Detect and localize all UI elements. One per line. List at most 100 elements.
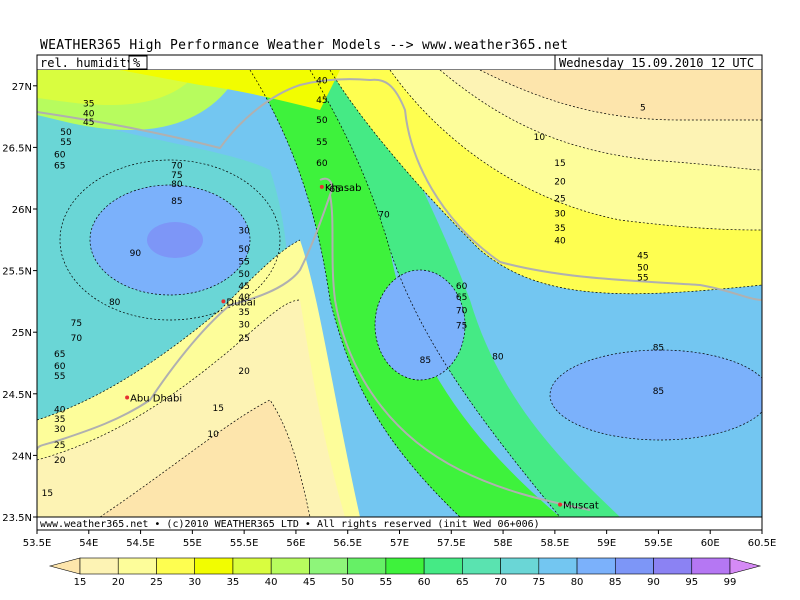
contour-value-label: 40 — [238, 293, 250, 303]
banner-title: WEATHER365 High Performance Weather Mode… — [40, 38, 569, 53]
contour-value-label: 5 — [640, 103, 646, 113]
legend-label: 99 — [724, 577, 737, 588]
city-label: Dubai — [226, 297, 255, 308]
legend-label: 80 — [571, 577, 584, 588]
city-markers: Khasab Dubai Abu Dhabi Muscat — [125, 183, 599, 512]
contour-value-label: 30 — [54, 425, 66, 435]
y-tick-label: 23.5N — [2, 513, 32, 524]
legend-label: 25 — [150, 577, 163, 588]
contour-value-label: 30 — [554, 209, 566, 219]
contour-value-label: 45 — [238, 282, 249, 292]
contour-value-label: 80 — [109, 298, 121, 308]
contour-value-label: 10 — [534, 133, 546, 143]
x-tick-label: 59E — [597, 538, 616, 549]
contour-value-label: 15 — [554, 159, 565, 169]
x-tick-label: 60.5E — [748, 538, 777, 549]
contour-value-label: 85 — [653, 387, 664, 397]
contour-value-label: 85 — [653, 344, 664, 354]
legend-swatch — [79, 557, 119, 575]
contour-value-label: 60 — [54, 150, 66, 160]
contour-value-label: 35 — [554, 224, 565, 234]
legend-label: 50 — [341, 577, 354, 588]
legend-swatch — [270, 557, 310, 575]
contour-value-label: 75 — [71, 319, 82, 329]
unit-box — [128, 55, 148, 70]
contour-value-label: 20 — [554, 177, 566, 187]
x-tick-label: 56E — [286, 538, 305, 549]
x-tick-label: 55.5E — [230, 538, 259, 549]
legend-swatch — [462, 557, 501, 575]
legend-swatch — [232, 557, 272, 575]
city-dot — [319, 184, 324, 189]
contour-value-label: 60 — [456, 282, 468, 292]
contour-value-label: 30 — [238, 320, 250, 330]
legend-swatch — [117, 557, 157, 575]
x-tick-label: 53.5E — [23, 538, 52, 549]
y-tick-label: 26N — [12, 205, 32, 216]
city-label: Muscat — [563, 501, 599, 512]
legend-swatch — [347, 557, 387, 575]
legend-swatch — [538, 557, 578, 575]
contour-value-label: 55 — [637, 273, 648, 283]
contour-value-label: 70 — [71, 334, 83, 344]
x-tick-label: 54.5E — [126, 538, 155, 549]
y-tick-label: 25N — [12, 328, 32, 339]
contour-value-label: 65 — [456, 293, 467, 303]
contour-value-label: 15 — [213, 404, 224, 414]
contour-value-label: 60 — [54, 362, 66, 372]
legend-label: 70 — [494, 577, 507, 588]
contour-value-label: 50 — [316, 116, 328, 126]
x-tick-label: 58E — [494, 538, 513, 549]
contour-value-label: 80 — [171, 180, 183, 190]
x-tick-label: 54E — [79, 538, 98, 549]
y-tick-label: 26.5N — [2, 143, 32, 154]
contour-value-label: 65 — [54, 350, 65, 360]
x-tick-label: 56.5E — [333, 538, 362, 549]
contour-value-label: 35 — [54, 415, 65, 425]
contour-value-label: 35 — [238, 308, 249, 318]
contour-lines — [37, 69, 762, 517]
contour-value-label: 70 — [378, 211, 390, 221]
valid-datetime: Wednesday 15.09.2010 12 UTC — [559, 56, 754, 70]
contour-value-label: 75 — [171, 171, 182, 181]
city-dot — [221, 299, 226, 304]
contour-value-label: 85 — [420, 356, 431, 366]
contour-value-label: 40 — [83, 110, 95, 120]
legend-swatch — [423, 557, 463, 575]
contour-value-label: 15 — [42, 489, 53, 499]
legend-label: 55 — [380, 577, 393, 588]
contour-value-label: 65 — [330, 185, 341, 195]
contour-value-label: 85 — [171, 197, 182, 207]
legend-label: 65 — [456, 577, 469, 588]
x-tick-label: 59.5E — [644, 538, 673, 549]
city-label: Khasab — [325, 183, 362, 194]
coastlines — [37, 78, 762, 511]
contour-value-label: 50 — [238, 245, 250, 255]
legend-label: 40 — [265, 577, 278, 588]
legend-label: 75 — [532, 577, 545, 588]
x-tick-label: 58.5E — [541, 538, 570, 549]
contour-value-label: 55 — [60, 138, 71, 148]
legend-swatch — [156, 557, 196, 575]
legend-swatch — [653, 557, 693, 575]
contour-value-label: 30 — [238, 227, 250, 237]
legend-label: 90 — [647, 577, 660, 588]
legend-label: 45 — [303, 577, 316, 588]
y-tick-label: 27N — [12, 82, 32, 93]
contour-value-label: 55 — [238, 257, 249, 267]
contour-value-label: 35 — [83, 100, 94, 110]
legend-swatch — [576, 557, 616, 575]
legend-swatch — [385, 557, 425, 575]
contour-value-label: 25 — [54, 441, 65, 451]
city-label: Abu Dhabi — [130, 393, 182, 404]
legend-label: 15 — [74, 577, 87, 588]
contour-value-label: 50 — [60, 128, 72, 138]
legend-swatch — [500, 557, 540, 575]
variable-name: rel. humidity — [40, 56, 134, 70]
legend-swatch — [691, 557, 731, 575]
contour-value-label: 40 — [54, 405, 66, 415]
y-tick-label: 24N — [12, 451, 32, 462]
contour-value-label: 50 — [637, 264, 649, 274]
legend-swatch — [309, 557, 348, 575]
